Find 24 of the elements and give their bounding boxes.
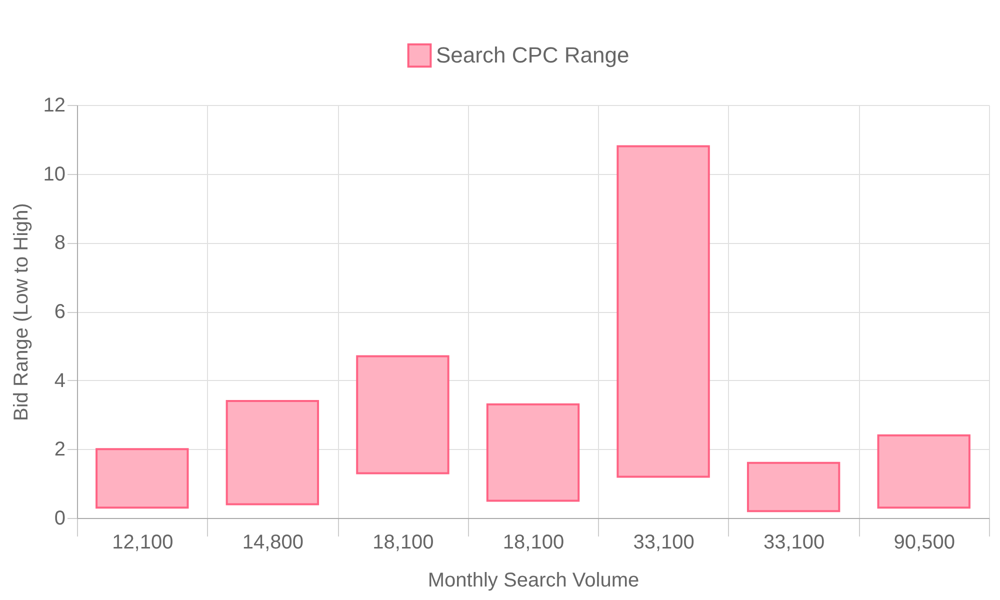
x-tick-label: 18,100 <box>502 532 564 554</box>
legend-label: Search CPC Range <box>436 42 630 68</box>
y-tick-label: 2 <box>54 438 66 461</box>
y-tick-label: 0 <box>54 508 66 530</box>
y-tick-label: 10 <box>43 163 66 186</box>
x-tick-label: 12,100 <box>112 532 174 554</box>
bar <box>746 462 840 512</box>
bar <box>356 355 450 474</box>
x-tick-label: 18,100 <box>372 532 434 554</box>
x-tick-label: 33,100 <box>633 532 694 554</box>
bar <box>226 400 320 506</box>
x-tick-label: 90,500 <box>894 532 955 554</box>
y-tick-label: 4 <box>54 370 66 392</box>
bar <box>486 403 580 502</box>
bar <box>616 145 710 478</box>
x-axis-title: Monthly Search Volume <box>428 570 640 592</box>
x-tick-label: 33,100 <box>763 532 825 554</box>
bar <box>877 434 970 509</box>
y-axis-title: Bid Range (Low to High) <box>10 203 32 421</box>
x-tick-label: 14,800 <box>242 532 304 554</box>
bar <box>96 448 189 509</box>
y-tick-label: 6 <box>54 301 66 323</box>
y-tick-label: 12 <box>43 94 66 116</box>
y-tick-label: 8 <box>54 232 66 254</box>
